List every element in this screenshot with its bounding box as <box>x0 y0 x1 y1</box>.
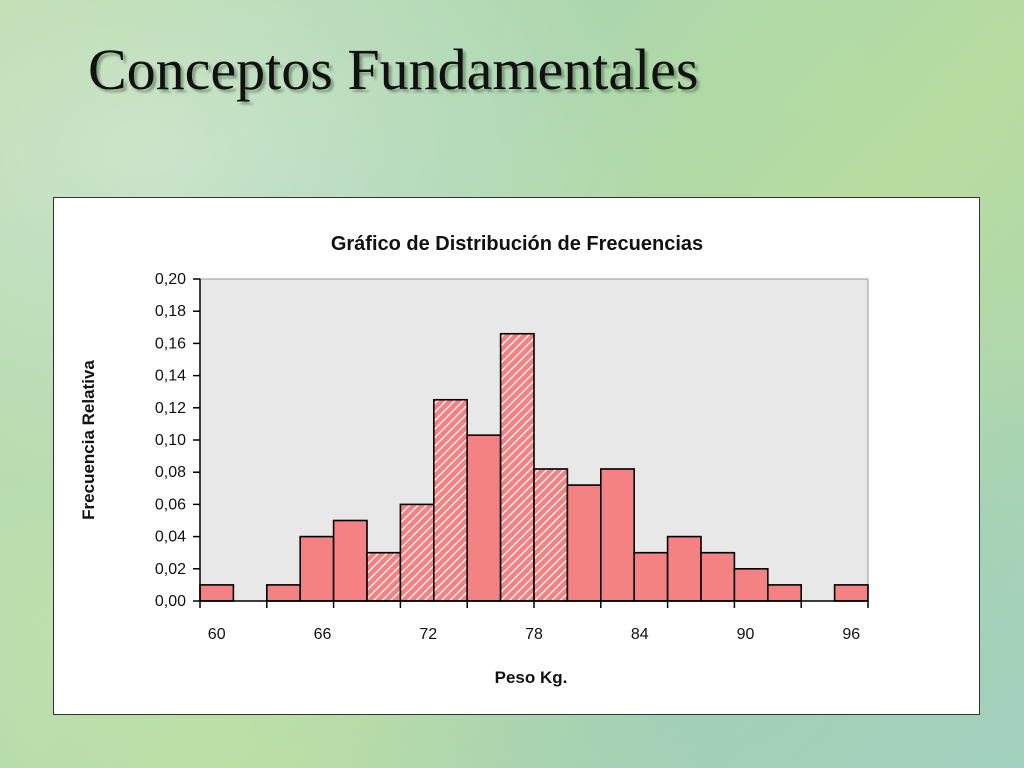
x-tick-label: 78 <box>525 626 543 643</box>
x-tick-label: 96 <box>842 626 860 643</box>
y-tick-label: 0,10 <box>155 432 186 449</box>
y-tick-label: 0,12 <box>155 400 186 417</box>
y-tick-label: 0,06 <box>155 496 186 513</box>
y-tick-label: 0,14 <box>155 368 186 385</box>
x-tick-label: 72 <box>419 626 437 643</box>
bar-94 <box>766 584 802 602</box>
y-tick-label: 0,04 <box>155 529 186 546</box>
bar-66 <box>299 535 335 602</box>
bar-68 <box>332 519 368 602</box>
histogram-chart: Gráfico de Distribución de Frecuencias 0… <box>79 233 869 687</box>
x-axis-label: Peso Kg. <box>495 668 568 687</box>
bar-64 <box>266 584 302 602</box>
chart-title: Gráfico de Distribución de Frecuencias <box>331 233 703 255</box>
bar-98 <box>833 584 869 602</box>
bar-70 <box>366 551 402 602</box>
bar-88 <box>666 535 702 602</box>
bar-78 <box>499 332 535 602</box>
bar-76 <box>466 434 502 602</box>
y-tick-label: 0,00 <box>155 593 186 610</box>
bar-80 <box>533 468 569 602</box>
slide-title: Conceptos Fundamentales <box>88 37 699 102</box>
bar-84 <box>599 468 635 602</box>
bar-74 <box>432 398 468 602</box>
bars-group <box>199 332 869 602</box>
bar-60 <box>199 584 235 602</box>
y-tick-label: 0,02 <box>155 561 186 578</box>
x-axis: 60 66 72 78 84 90 96 <box>199 600 869 643</box>
y-tick-label: 0,18 <box>155 303 186 320</box>
y-tick-label: 0,20 <box>155 271 186 288</box>
x-tick-label: 60 <box>208 626 226 643</box>
chart-panel: Gráfico de Distribución de Frecuencias 0… <box>53 197 980 715</box>
bar-82 <box>566 484 602 602</box>
bar-90 <box>700 551 736 602</box>
y-axis-label: Frecuencia Relativa <box>79 360 98 520</box>
y-axis: 0,00 0,02 0,04 0,06 0,08 0,10 0,12 0,14 0,16 0,18… <box>155 271 201 610</box>
y-tick-label: 0,16 <box>155 335 186 352</box>
bar-92 <box>733 567 769 602</box>
y-tick-label: 0,08 <box>155 464 186 481</box>
bar-72 <box>399 503 435 602</box>
x-tick-label: 84 <box>631 626 649 643</box>
bar-86 <box>633 551 669 602</box>
x-tick-label: 66 <box>314 626 332 643</box>
x-tick-label: 90 <box>737 626 755 643</box>
